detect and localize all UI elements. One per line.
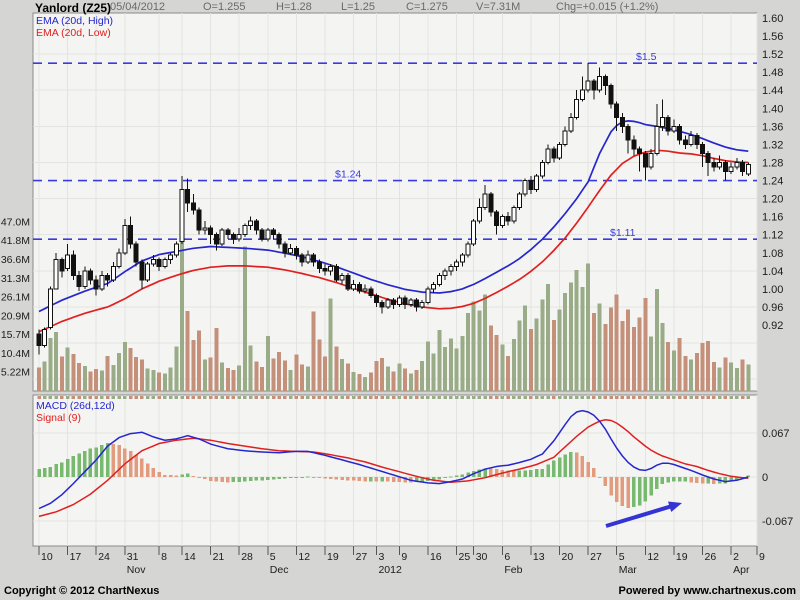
quote-volume: V=7.31M xyxy=(476,1,521,13)
svg-text:28: 28 xyxy=(241,551,253,563)
svg-text:30: 30 xyxy=(476,551,488,563)
svg-text:26: 26 xyxy=(705,551,717,563)
svg-text:$1.24: $1.24 xyxy=(335,169,361,181)
svg-text:1.16: 1.16 xyxy=(762,212,783,224)
quote-high: H=1.28 xyxy=(276,1,312,13)
svg-text:24: 24 xyxy=(98,551,110,563)
svg-text:12: 12 xyxy=(298,551,310,563)
svg-text:25: 25 xyxy=(459,551,471,563)
svg-text:Nov: Nov xyxy=(127,564,146,576)
svg-text:13: 13 xyxy=(533,551,545,563)
svg-text:19: 19 xyxy=(327,551,339,563)
svg-text:47.0M: 47.0M xyxy=(1,216,30,228)
svg-text:1.52: 1.52 xyxy=(762,49,783,61)
svg-text:0.96: 0.96 xyxy=(762,302,783,314)
svg-text:1.32: 1.32 xyxy=(762,139,783,151)
quote-date: 05/04/2012 xyxy=(110,1,166,13)
svg-text:1.44: 1.44 xyxy=(762,85,783,97)
svg-text:17: 17 xyxy=(70,551,82,563)
svg-text:-0.067: -0.067 xyxy=(762,516,793,528)
svg-text:0: 0 xyxy=(762,472,768,484)
svg-text:16: 16 xyxy=(430,551,442,563)
svg-text:1.48: 1.48 xyxy=(762,67,783,79)
symbol-title: Yanlord (Z25) xyxy=(35,1,112,15)
svg-text:3: 3 xyxy=(378,551,384,563)
svg-text:1.28: 1.28 xyxy=(762,157,783,169)
svg-text:Feb: Feb xyxy=(504,564,522,576)
quote-low: L=1.25 xyxy=(341,1,375,13)
svg-text:31: 31 xyxy=(127,551,139,563)
svg-text:Apr: Apr xyxy=(733,564,750,576)
svg-text:2: 2 xyxy=(733,551,739,563)
svg-text:9: 9 xyxy=(759,551,765,563)
svg-text:1.08: 1.08 xyxy=(762,248,783,260)
svg-text:8: 8 xyxy=(161,551,167,563)
legend-ema-high: EMA (20d, High) xyxy=(36,15,114,27)
svg-text:27: 27 xyxy=(590,551,602,563)
svg-text:2012: 2012 xyxy=(378,564,402,576)
legend-macd: MACD (26d,12d) xyxy=(36,400,115,412)
svg-text:Dec: Dec xyxy=(270,564,289,576)
svg-text:5: 5 xyxy=(619,551,625,563)
svg-text:31.3M: 31.3M xyxy=(1,273,30,285)
svg-text:5: 5 xyxy=(270,551,276,563)
svg-text:21: 21 xyxy=(213,551,225,563)
svg-text:15.7M: 15.7M xyxy=(1,329,30,341)
quote-open: O=1.255 xyxy=(203,1,246,13)
svg-text:1.00: 1.00 xyxy=(762,284,783,296)
svg-text:26.1M: 26.1M xyxy=(1,292,30,304)
svg-text:19: 19 xyxy=(676,551,688,563)
legend-ema-low: EMA (20d, Low) xyxy=(36,27,111,39)
svg-text:36.6M: 36.6M xyxy=(1,254,30,266)
svg-text:27: 27 xyxy=(356,551,368,563)
quote-close: C=1.275 xyxy=(406,1,448,13)
svg-text:Mar: Mar xyxy=(619,564,638,576)
svg-text:20.9M: 20.9M xyxy=(1,310,30,322)
svg-text:0.92: 0.92 xyxy=(762,320,783,332)
svg-text:5.22M: 5.22M xyxy=(1,367,30,379)
svg-text:12: 12 xyxy=(647,551,659,563)
svg-text:20: 20 xyxy=(562,551,574,563)
quote-change: Chg=+0.015 (+1.2%) xyxy=(556,1,659,13)
svg-text:1.12: 1.12 xyxy=(762,230,783,242)
svg-text:14: 14 xyxy=(184,551,196,563)
copyright-text: Copyright © 2012 ChartNexus xyxy=(4,585,160,597)
svg-text:10.4M: 10.4M xyxy=(1,348,30,360)
legend-signal: Signal (9) xyxy=(36,412,81,424)
powered-by-text: Powered by www.chartnexus.com xyxy=(618,585,796,597)
svg-text:$1.11: $1.11 xyxy=(610,227,636,239)
svg-text:1.36: 1.36 xyxy=(762,121,783,133)
svg-text:9: 9 xyxy=(401,551,407,563)
svg-text:$1.5: $1.5 xyxy=(636,51,657,63)
svg-text:41.8M: 41.8M xyxy=(1,235,30,247)
svg-text:1.60: 1.60 xyxy=(762,13,783,25)
svg-text:1.56: 1.56 xyxy=(762,31,783,43)
svg-text:1.04: 1.04 xyxy=(762,266,783,278)
svg-text:6: 6 xyxy=(504,551,510,563)
svg-text:10: 10 xyxy=(41,551,53,563)
svg-text:1.20: 1.20 xyxy=(762,194,783,206)
svg-text:1.40: 1.40 xyxy=(762,103,783,115)
svg-text:1.24: 1.24 xyxy=(762,176,783,188)
svg-text:0.067: 0.067 xyxy=(762,428,790,440)
